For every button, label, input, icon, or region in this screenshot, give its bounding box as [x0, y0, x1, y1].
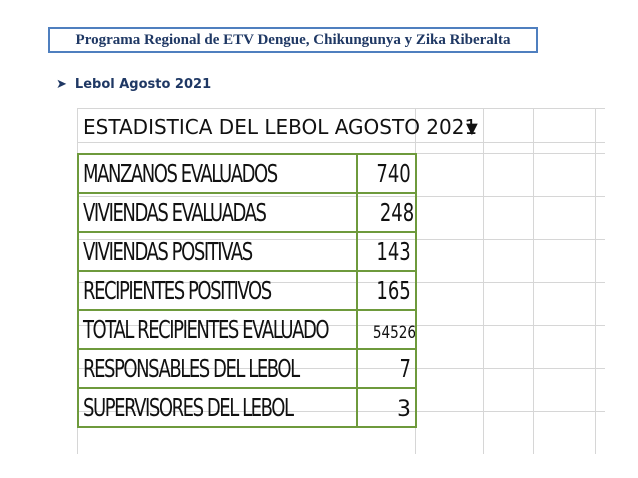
row-value: 740	[356, 153, 417, 194]
row-value: 165	[356, 270, 417, 311]
grid-line	[595, 108, 596, 454]
row-label: TOTAL RECIPIENTES EVALUADO	[77, 309, 358, 350]
table-row: MANZANOS EVALUADOS 740	[77, 153, 417, 194]
table-row: VIVIENDAS EVALUADAS 2485	[77, 192, 417, 233]
row-label: SUPERVISORES DEL LEBOL	[77, 387, 358, 428]
row-value: 3	[356, 387, 417, 428]
arrow-bullet-icon: ➤	[56, 76, 67, 92]
row-label: VIVIENDAS POSITIVAS	[77, 231, 358, 272]
grid-line	[77, 142, 605, 143]
page-title: Programa Regional de ETV Dengue, Chikung…	[48, 27, 538, 53]
grid-line	[483, 108, 484, 454]
row-value: 2485	[356, 192, 417, 233]
table-row: RESPONSABLES DEL LEBOL 7	[77, 348, 417, 389]
grid-line	[533, 108, 534, 454]
table-row: VIVIENDAS POSITIVAS 143	[77, 231, 417, 272]
statistics-table: MANZANOS EVALUADOS 740 VIVIENDAS EVALUAD…	[77, 153, 417, 428]
row-label: RESPONSABLES DEL LEBOL	[77, 348, 358, 389]
row-value: 7	[356, 348, 417, 389]
row-value: 143	[356, 231, 417, 272]
grid-line	[77, 108, 605, 109]
row-label: MANZANOS EVALUADOS	[77, 153, 358, 194]
bullet-item: ➤ Lebol Agosto 2021	[56, 74, 211, 94]
table-row: SUPERVISORES DEL LEBOL 3	[77, 387, 417, 428]
spreadsheet-area: ESTADISTICA DEL LEBOL AGOSTO 2021 ▼ MANZ…	[77, 108, 605, 454]
row-value: 54526	[356, 309, 417, 350]
table-row: TOTAL RECIPIENTES EVALUADO 54526	[77, 309, 417, 350]
dropdown-arrow-icon[interactable]: ▼	[462, 118, 482, 140]
table-row: RECIPIENTES POSITIVOS 165	[77, 270, 417, 311]
sheet-title: ESTADISTICA DEL LEBOL AGOSTO 2021	[83, 115, 478, 139]
row-label: VIVIENDAS EVALUADAS	[77, 192, 358, 233]
row-label: RECIPIENTES POSITIVOS	[77, 270, 358, 311]
bullet-text: Lebol Agosto 2021	[74, 76, 212, 92]
